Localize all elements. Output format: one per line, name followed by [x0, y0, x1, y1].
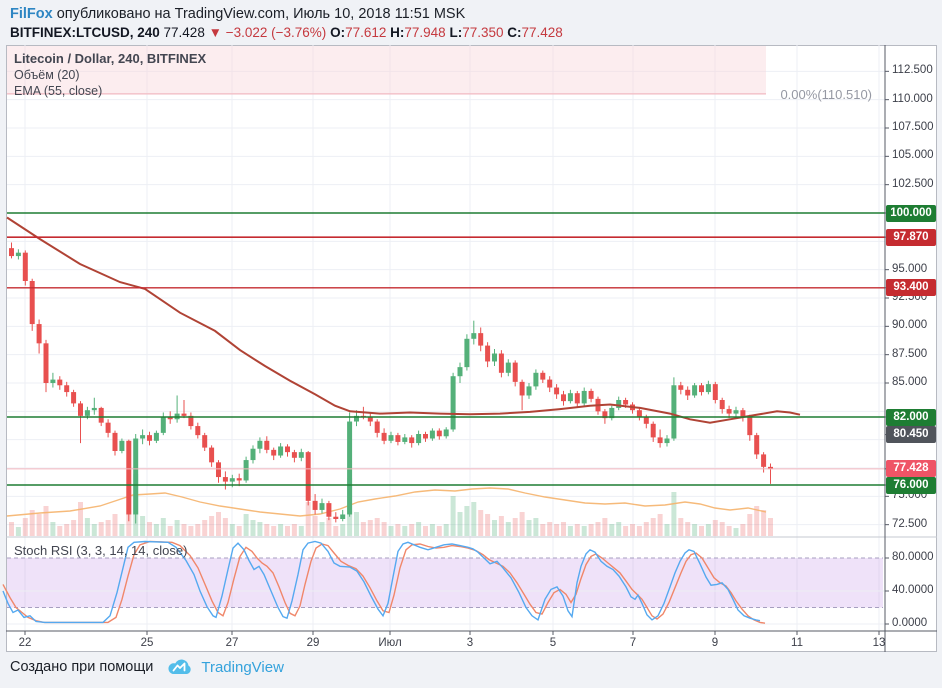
price-tick-label: 107.500	[892, 121, 934, 133]
price-change: −3.022 (−3.76%)	[225, 25, 327, 40]
price-tick-label: 90.000	[892, 319, 928, 332]
price-badge: 97.870	[886, 228, 936, 246]
price-badge: 93.400	[886, 279, 936, 297]
publish-info: опубликовано на TradingView.com, Июль 10…	[52, 6, 466, 22]
high-value: 77.948	[404, 25, 446, 40]
open-label: O:	[330, 25, 346, 40]
stoch-tick-label: 0.0000	[892, 617, 928, 629]
price-tick-label: 95.000	[892, 262, 928, 275]
price-tick-label: 102.500	[892, 177, 934, 190]
legend-ema-study[interactable]: EMA (55, close)	[14, 84, 103, 98]
time-tick-label: 13	[872, 637, 886, 649]
close-value: 77.428	[521, 25, 563, 40]
time-tick-label: 29	[306, 637, 320, 649]
time-tick-label: 3	[466, 637, 474, 649]
time-tick-label: 7	[629, 637, 637, 649]
publish-header: FilFox опубликовано на TradingView.com, …	[10, 6, 465, 22]
legend-symbol[interactable]: Litecoin / Dollar, 240, BITFINEX	[14, 51, 207, 66]
price-tick-label: 85.000	[892, 376, 928, 388]
tradingview-link[interactable]: TradingView	[201, 658, 284, 676]
author-link[interactable]: FilFox	[10, 6, 53, 22]
price-tick-label: 105.000	[892, 149, 934, 162]
price-tick-label: 87.500	[892, 347, 928, 360]
price-tick-label: 112.500	[892, 64, 933, 77]
stoch-rsi-legend[interactable]: Stoch RSI (3, 3, 14, 14, close)	[14, 543, 188, 558]
close-label: C:	[507, 25, 522, 40]
symbol-header: BITFINEX:LTCUSD, 240 77.428 ▼ −3.022 (−3…	[10, 25, 563, 40]
low-label: L:	[449, 25, 463, 40]
time-tick-label: 25	[140, 637, 154, 649]
created-with-text: Создано при помощи	[10, 659, 154, 675]
price-tick-label: 110.000	[892, 92, 933, 105]
stoch-tick-label: 40.0000	[892, 584, 934, 596]
price-badge: 100.000	[886, 204, 936, 222]
time-tick-label: Июл	[378, 637, 402, 649]
tradingview-logo-icon[interactable]	[167, 658, 193, 676]
chart-legend: Litecoin / Dollar, 240, BITFINEX Объём (…	[14, 51, 206, 99]
stoch-tick-label: 80.0000	[892, 551, 934, 563]
time-tick-label: 22	[18, 637, 32, 649]
high-label: H:	[390, 25, 405, 40]
time-tick-label: 11	[791, 637, 803, 649]
open-value: 77.612	[345, 25, 387, 40]
fib-level-label: 0.00%(110.510)	[780, 87, 872, 102]
legend-volume-study[interactable]: Объём (20)	[14, 68, 80, 82]
time-tick-label: 27	[225, 637, 239, 649]
low-value: 77.350	[462, 25, 504, 40]
price-badge: 80.450	[886, 426, 936, 444]
time-tick-label: 5	[549, 637, 557, 649]
last-price: 77.428	[163, 25, 205, 40]
down-arrow-icon: ▼	[208, 25, 222, 40]
price-tick-label: 72.500	[892, 517, 928, 530]
chart-panel[interactable]	[6, 45, 937, 652]
price-badge: 76.000	[886, 476, 936, 494]
price-badge: 77.428	[886, 460, 936, 478]
time-tick-label: 9	[711, 637, 719, 649]
symbol-name[interactable]: BITFINEX:LTCUSD, 240	[10, 25, 160, 40]
attribution-bar: Создано при помощи TradingView	[10, 658, 284, 676]
price-badge: 82.000	[886, 408, 936, 426]
